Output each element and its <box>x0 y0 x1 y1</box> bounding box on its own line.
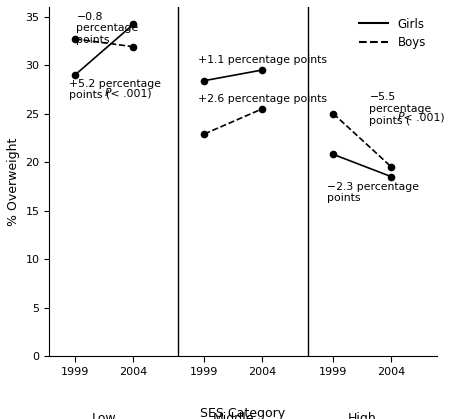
Text: P: P <box>104 88 111 98</box>
Text: −0.8
percentage
points: −0.8 percentage points <box>76 12 139 45</box>
Text: < .001): < .001) <box>400 112 445 122</box>
Text: High: High <box>348 412 377 419</box>
Text: −5.5
percentage
points (: −5.5 percentage points ( <box>369 92 432 126</box>
Legend: Girls, Boys: Girls, Boys <box>354 13 431 54</box>
X-axis label: SES Category: SES Category <box>200 407 286 419</box>
Text: +2.6 percentage points: +2.6 percentage points <box>198 94 327 104</box>
Text: +5.2 percentage
points (: +5.2 percentage points ( <box>69 79 161 100</box>
Text: < .001): < .001) <box>107 88 152 98</box>
Text: Middle: Middle <box>212 412 254 419</box>
Text: −2.3 percentage
points: −2.3 percentage points <box>327 181 419 203</box>
Text: P: P <box>397 112 404 122</box>
Y-axis label: % Overweight: % Overweight <box>7 137 20 226</box>
Text: Low: Low <box>92 412 116 419</box>
Text: +1.1 percentage points: +1.1 percentage points <box>198 55 327 65</box>
